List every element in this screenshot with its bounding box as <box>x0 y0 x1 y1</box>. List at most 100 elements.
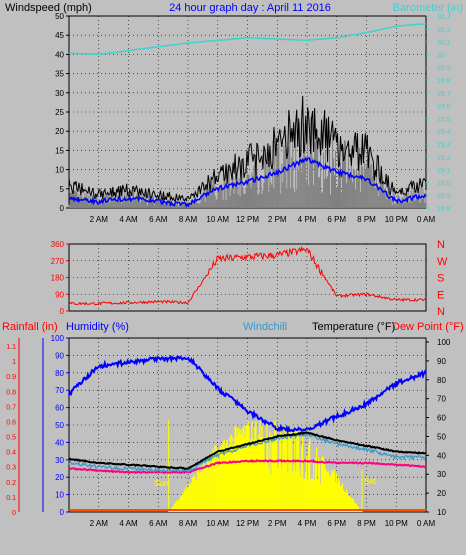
humidity-tick-label: 0 <box>60 508 65 517</box>
rain-tick-label: 1 <box>12 359 16 366</box>
humidity-tick-label: 80 <box>55 369 64 378</box>
baro-tick-label: 29.3 <box>437 142 451 149</box>
temp-tick-label: 40 <box>437 451 446 460</box>
time-tick-label: 10 AM <box>206 215 229 224</box>
chart-title: 24 hour graph day : April 11 2016 <box>169 2 331 14</box>
time-tick-label: 4 AM <box>119 215 138 224</box>
temp-tick-label: 50 <box>437 432 446 441</box>
time-tick-label-bottom: 0 AM <box>417 519 436 528</box>
baro-tick-label: 29.0 <box>437 180 451 187</box>
temp-tick-label: 20 <box>437 489 446 498</box>
wind-avg-line <box>68 156 427 208</box>
direction-tick-label: 90 <box>55 290 64 299</box>
time-tick-label: 6 AM <box>149 215 168 224</box>
baro-tick-label: 29.6 <box>437 104 451 111</box>
sunrise-label: Sun <box>154 479 168 488</box>
time-tick-label-bottom: 8 PM <box>357 519 376 528</box>
temp-tick-label: 10 <box>437 508 446 517</box>
time-tick-label: 4 PM <box>298 215 317 224</box>
baro-tick-label: 29.4 <box>437 129 451 136</box>
rain-tick-label: 0.6 <box>6 419 16 426</box>
direction-tick-label: 360 <box>51 240 65 249</box>
baro-tick-label: 30.3 <box>437 14 451 21</box>
temperature-title: Temperature (°F) <box>312 321 395 333</box>
rain-tick-label: 0.1 <box>6 495 16 502</box>
baro-tick-label: 29.9 <box>437 193 451 200</box>
rain-tick-label: 0.7 <box>6 404 16 411</box>
time-tick-label-bottom: 2 AM <box>90 519 109 528</box>
barometer-title: Barometer (in) <box>393 2 463 14</box>
compass-label: N <box>437 306 445 318</box>
time-tick-label: 12 PM <box>236 215 259 224</box>
compass-label: S <box>437 273 444 285</box>
baro-tick-label: 29.2 <box>437 155 451 162</box>
temp-tick-label: 90 <box>437 357 446 366</box>
baro-tick-label: 29.1 <box>437 168 451 175</box>
baro-tick-label: 29.9 <box>437 65 451 72</box>
time-tick-label-bottom: 6 AM <box>149 519 168 528</box>
time-tick-label-bottom: 8 AM <box>179 519 198 528</box>
wind-tick-label: 5 <box>60 185 65 194</box>
humidity-tick-label: 90 <box>55 351 64 360</box>
rain-tick-label: 0 <box>12 510 16 517</box>
time-tick-label-bottom: 6 PM <box>327 519 346 528</box>
time-tick-label-bottom: 4 AM <box>119 519 138 528</box>
compass-label: W <box>437 256 448 268</box>
direction-tick-label: 180 <box>51 274 65 283</box>
dewpoint-line <box>68 458 427 475</box>
wind-tick-label: 45 <box>55 31 64 40</box>
rain-tick-label: 0.8 <box>6 389 16 396</box>
dewpoint-title: Dew Point (°F) <box>392 321 464 333</box>
humidity-tick-label: 70 <box>55 386 64 395</box>
humidity-title: Humidity (%) <box>66 321 129 333</box>
temp-tick-label: 70 <box>437 395 446 404</box>
temp-tick-label: 80 <box>437 376 446 385</box>
wind-tick-label: 15 <box>55 146 64 155</box>
baro-tick-label: 29.8 <box>437 206 451 213</box>
time-tick-label: 6 PM <box>327 215 346 224</box>
baro-tick-label: 30.1 <box>437 40 451 47</box>
time-tick-label: 2 PM <box>268 215 287 224</box>
time-tick-label-bottom: 12 PM <box>236 519 259 528</box>
rain-tick-label: 0.5 <box>6 435 16 442</box>
time-tick-label-bottom: 4 PM <box>298 519 317 528</box>
baro-tick-label: 30.2 <box>437 27 451 34</box>
barometer-line <box>68 23 426 56</box>
humidity-tick-label: 100 <box>51 334 65 343</box>
temp-tick-label: 100 <box>437 338 451 347</box>
humidity-tick-label: 10 <box>55 491 64 500</box>
wind-tick-label: 20 <box>55 127 64 136</box>
time-tick-label-bottom: 2 PM <box>268 519 287 528</box>
rain-tick-label: 0.3 <box>6 465 16 472</box>
humidity-tick-label: 40 <box>55 438 64 447</box>
baro-tick-label: 30 <box>437 52 445 59</box>
time-tick-label: 8 AM <box>179 215 198 224</box>
rain-tick-label: 0.4 <box>6 450 16 457</box>
direction-tick-label: 270 <box>51 257 65 266</box>
time-tick-label: 8 PM <box>357 215 376 224</box>
wind-gust-line <box>68 95 427 202</box>
humidity-tick-label: 20 <box>55 473 64 482</box>
humidity-tick-label: 30 <box>55 456 64 465</box>
compass-label: E <box>437 289 444 301</box>
rain-tick-label: 0.9 <box>6 374 16 381</box>
rain-tick-label: 0.2 <box>6 480 16 487</box>
time-tick-label-bottom: 10 AM <box>206 519 229 528</box>
sunset-label: Set <box>364 477 377 486</box>
wind-tick-label: 0 <box>60 204 65 213</box>
temp-tick-label: 30 <box>437 470 446 479</box>
wind-tick-label: 50 <box>55 12 64 21</box>
wind-tick-label: 40 <box>55 50 64 59</box>
direction-line <box>68 245 427 306</box>
humidity-line <box>68 354 427 435</box>
windspeed-title: Windspeed (mph) <box>5 2 92 14</box>
time-tick-label-bottom: 10 PM <box>385 519 408 528</box>
rainfall-title: Rainfall (in) <box>2 321 58 333</box>
baro-tick-label: 29.5 <box>437 116 451 123</box>
wind-tick-label: 25 <box>55 108 64 117</box>
time-tick-label: 0 AM <box>417 215 436 224</box>
time-tick-label: 2 AM <box>90 215 109 224</box>
humidity-tick-label: 50 <box>55 421 64 430</box>
